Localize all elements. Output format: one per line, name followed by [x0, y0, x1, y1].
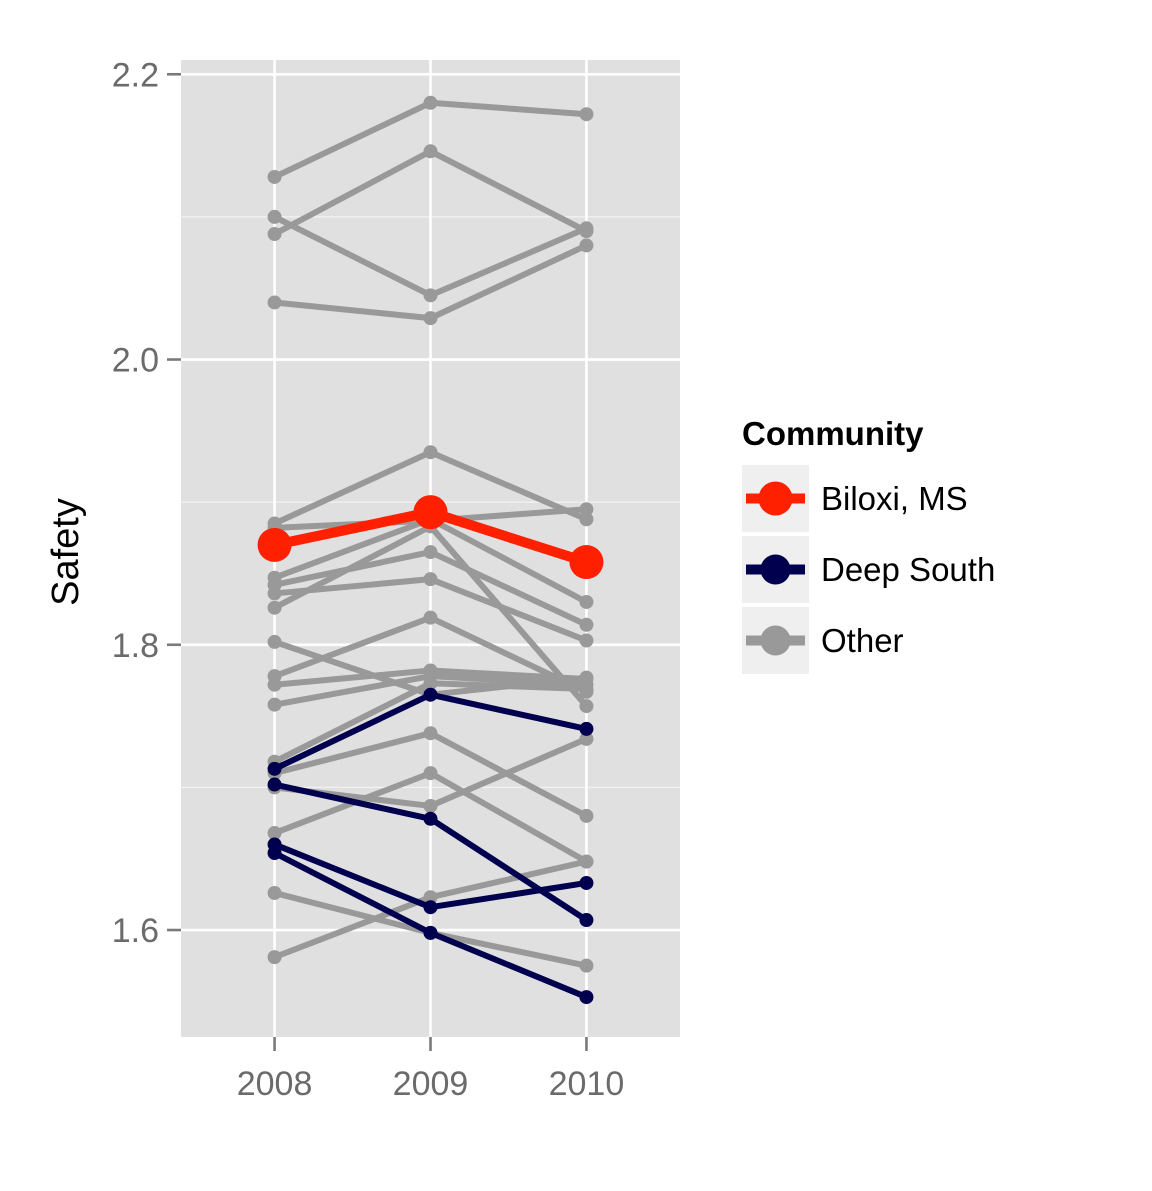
data-point-deep-south — [267, 846, 282, 861]
data-point-biloxi-ms — [569, 545, 604, 580]
data-point-other — [423, 676, 438, 691]
data-point-other — [267, 209, 282, 224]
data-point-deep-south — [267, 777, 282, 792]
data-point-other — [423, 890, 438, 905]
data-point-other — [579, 502, 594, 517]
data-point-other — [579, 238, 594, 253]
data-point-deep-south — [423, 687, 438, 702]
data-point-other — [579, 681, 594, 696]
legend-label-other: Other — [821, 622, 904, 659]
data-point-deep-south — [423, 811, 438, 826]
data-point-other — [267, 600, 282, 615]
data-point-other — [267, 677, 282, 692]
data-point-deep-south — [579, 875, 594, 890]
data-point-other — [579, 594, 594, 609]
x-tick-label: 2008 — [237, 1065, 313, 1103]
y-axis-title: Safety — [45, 498, 87, 606]
data-point-other — [423, 288, 438, 303]
legend-title: Community — [742, 415, 924, 452]
data-point-deep-south — [423, 900, 438, 915]
data-point-deep-south — [423, 925, 438, 940]
data-point-other — [423, 726, 438, 741]
y-tick-label: 1.6 — [112, 912, 159, 950]
data-point-other — [267, 295, 282, 310]
data-point-other — [579, 731, 594, 746]
data-point-other — [579, 958, 594, 973]
x-tick-label: 2009 — [393, 1065, 469, 1103]
data-point-other — [579, 699, 594, 714]
data-point-other — [423, 95, 438, 110]
data-point-other — [423, 545, 438, 560]
legend-key-point-other — [760, 625, 791, 656]
legend-label-deep-south: Deep South — [821, 551, 995, 588]
legend: Community Biloxi, MS Deep South Other — [742, 415, 995, 674]
legend-label-biloxi-ms: Biloxi, MS — [821, 480, 968, 517]
data-point-other — [267, 169, 282, 184]
data-point-other — [579, 107, 594, 122]
data-point-deep-south — [579, 913, 594, 928]
data-point-other — [423, 311, 438, 326]
data-point-other — [423, 798, 438, 813]
data-point-other — [579, 224, 594, 239]
data-point-other — [423, 144, 438, 159]
data-point-other — [267, 586, 282, 601]
data-point-other — [579, 512, 594, 527]
data-point-other — [267, 950, 282, 965]
data-point-other — [579, 617, 594, 632]
y-tick-label: 2.0 — [112, 342, 159, 380]
y-tick-label: 2.2 — [112, 56, 159, 94]
data-point-deep-south — [267, 761, 282, 776]
legend-keys: Biloxi, MS Deep South Other — [742, 465, 995, 674]
data-point-other — [423, 766, 438, 781]
data-point-deep-south — [579, 990, 594, 1005]
data-point-other — [267, 227, 282, 242]
data-point-biloxi-ms — [257, 527, 292, 562]
legend-key-point-biloxi-ms — [758, 481, 793, 516]
data-point-other — [267, 634, 282, 649]
data-point-other — [423, 445, 438, 460]
data-point-biloxi-ms — [413, 495, 448, 530]
series-layer — [257, 95, 604, 1005]
data-point-other — [579, 854, 594, 869]
data-point-other — [423, 572, 438, 587]
axes: 1.6 1.8 2.0 2.2 2008 2009 2010 — [112, 56, 625, 1103]
data-point-other — [267, 697, 282, 712]
data-point-deep-south — [579, 721, 594, 736]
y-tick-label: 1.8 — [112, 627, 159, 665]
data-point-other — [267, 885, 282, 900]
legend-key-point-deep-south — [760, 554, 791, 585]
data-point-other — [579, 808, 594, 823]
data-point-other — [423, 610, 438, 625]
x-tick-label: 2010 — [549, 1065, 625, 1103]
data-point-other — [267, 826, 282, 841]
data-point-other — [579, 633, 594, 648]
